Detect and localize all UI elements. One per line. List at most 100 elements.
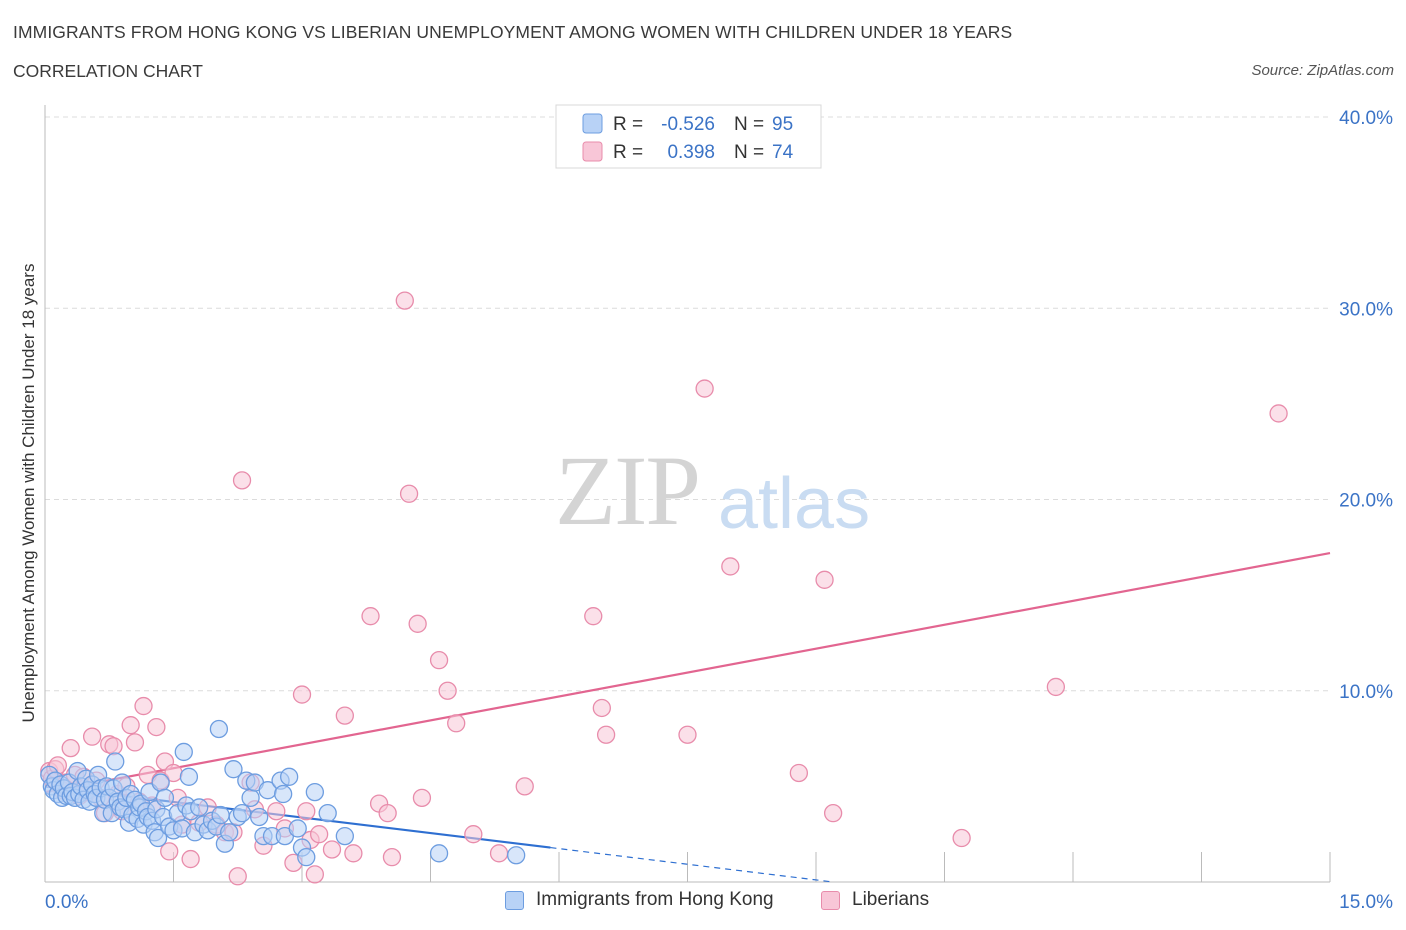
liberians-point [378, 804, 397, 823]
hong-kong-point [241, 788, 260, 807]
y-tick-label: 40.0% [1339, 108, 1393, 129]
liberians-point [395, 291, 414, 310]
liberians-point [678, 725, 697, 744]
legend-item-hong-kong: Immigrants from Hong Kong [505, 889, 774, 911]
hong-kong-point [288, 819, 307, 838]
liberians-point [584, 607, 603, 626]
liberians-point [104, 737, 123, 756]
liberians-point [815, 570, 834, 589]
liberians-point [292, 685, 312, 704]
liberians-point [61, 738, 80, 758]
x-tick-label-max: 15.0% [1339, 892, 1393, 913]
stats-legend: R = -0.526 N = 95 R = 0.398 N = 74 [555, 104, 822, 169]
liberians-point [789, 763, 809, 783]
source-credit: Source: ZipAtlas.com [1251, 62, 1394, 79]
hong-kong-point [220, 823, 239, 842]
legend-swatch-liberians [821, 890, 840, 910]
liberians-point [344, 844, 363, 863]
liberians-point [489, 844, 509, 863]
stats-n-value-liberians: 74 [772, 142, 794, 163]
hong-kong-point [174, 742, 193, 762]
hong-kong-point [274, 784, 293, 804]
hong-kong-point [318, 804, 337, 823]
stats-r-label-hong-kong: R = [613, 114, 643, 135]
chart-subtitle: CORRELATION CHART [13, 61, 203, 81]
liberians-point [447, 714, 466, 733]
liberians-point [438, 681, 457, 700]
liberians-point [309, 825, 329, 844]
hong-kong-point [148, 828, 168, 848]
liberians-point [305, 865, 325, 884]
watermark-zip: ZIP [555, 435, 699, 546]
hong-kong-point [190, 798, 209, 817]
grid-lines [45, 116, 1330, 692]
liberians-point [408, 614, 427, 633]
hong-kong-point [335, 826, 354, 846]
liberians-point [228, 867, 247, 886]
hong-kong-point [155, 788, 175, 807]
hong-kong-point [279, 767, 299, 786]
liberians-point [322, 840, 342, 859]
liberians-point [335, 706, 354, 725]
hong-kong-point [507, 846, 526, 865]
liberians-point [596, 725, 616, 744]
liberians-point [429, 651, 449, 670]
liberians-point [1046, 677, 1066, 697]
liberians-point [232, 471, 252, 490]
chart-title: IMMIGRANTS FROM HONG KONG VS LIBERIAN UN… [13, 22, 1013, 42]
liberians-point [134, 696, 153, 716]
hong-kong-point [297, 847, 316, 867]
liberians-point [82, 727, 102, 746]
hong-kong-point [429, 844, 449, 863]
liberians-point [361, 607, 380, 626]
liberians-point [297, 802, 316, 821]
liberians-point [267, 802, 286, 821]
hong-kong-points [40, 719, 526, 867]
stats-swatch-hong-kong [582, 113, 603, 134]
stats-n-label-hong-kong: N = [734, 114, 764, 135]
y-axis-label: Unemployment Among Women with Children U… [19, 264, 38, 723]
stats-r-value-hong-kong: -0.526 [661, 114, 715, 135]
watermark-atlas: atlas [718, 464, 870, 544]
liberians-point [695, 379, 714, 398]
legend-label-hong-kong: Immigrants from Hong Kong [536, 889, 774, 910]
hong-kong-point [232, 804, 252, 823]
liberians-point [125, 733, 145, 752]
stats-r-label-liberians: R = [613, 142, 643, 163]
y-tick-label: 10.0% [1339, 682, 1393, 703]
stats-n-value-hong-kong: 95 [772, 114, 793, 135]
y-tick-labels: 10.0% 20.0% 30.0% 40.0% [1339, 108, 1393, 703]
y-tick-label: 30.0% [1339, 299, 1393, 320]
hong-kong-trend-extension [550, 846, 834, 883]
hong-kong-point [250, 807, 269, 827]
stats-r-value-liberians: 0.398 [667, 142, 715, 163]
liberians-point [952, 828, 971, 848]
legend-swatch-hong-kong [505, 890, 524, 910]
liberians-point [412, 788, 432, 807]
hong-kong-point [106, 752, 125, 771]
x-tick-labels: 0.0% 15.0% [45, 892, 1393, 913]
legend-label-liberians: Liberians [852, 889, 930, 910]
watermark: ZIP atlas [555, 435, 870, 546]
liberians-point [464, 825, 483, 844]
hong-kong-point [224, 760, 243, 779]
axes [44, 105, 1331, 883]
liberians-point [399, 484, 419, 503]
hong-kong-point [151, 773, 170, 792]
liberians-point [823, 804, 843, 823]
legend-item-liberians: Liberians [821, 889, 929, 911]
stats-swatch-liberians [582, 141, 603, 162]
liberians-point [592, 698, 611, 718]
hong-kong-point [305, 782, 325, 802]
y-tick-label: 20.0% [1339, 491, 1393, 512]
bottom-legend: Immigrants from Hong Kong Liberians [0, 889, 1406, 915]
liberians-point [160, 842, 179, 861]
hong-kong-point [211, 805, 230, 825]
liberians-point [147, 717, 166, 737]
liberians-point [121, 716, 140, 735]
liberians-point [721, 557, 740, 576]
x-tick-label-min: 0.0% [45, 892, 88, 913]
liberians-trend-line [44, 551, 1331, 794]
hong-kong-point [179, 767, 199, 786]
